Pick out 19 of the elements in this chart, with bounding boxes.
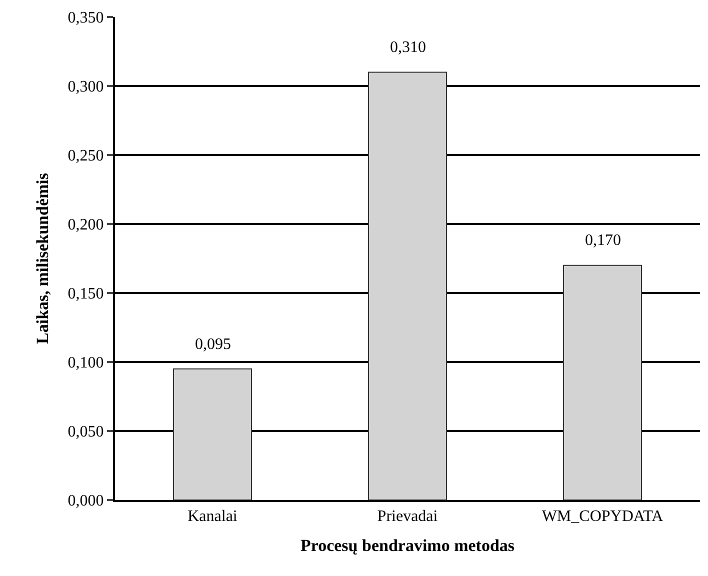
x-tick-label: Prievadai xyxy=(377,508,438,526)
y-tick-label: 0,100 xyxy=(68,354,104,372)
y-tick-label: 0,150 xyxy=(68,286,104,303)
bar xyxy=(368,72,447,500)
y-tick-label: 0,300 xyxy=(68,78,104,96)
data-label: 0,170 xyxy=(585,232,621,249)
y-tick-label: 0,350 xyxy=(68,10,104,27)
bar xyxy=(173,368,252,500)
y-tick-label: 0,000 xyxy=(68,492,104,510)
y-tick-label: 0,050 xyxy=(68,424,104,441)
y-axis-title: Laikas, milisekundėmis xyxy=(32,172,52,344)
y-tick-label: 0,250 xyxy=(68,148,104,165)
x-tick-label: Kanalai xyxy=(188,508,238,526)
y-tick-label: 0,200 xyxy=(68,216,104,234)
data-label: 0,310 xyxy=(390,39,426,56)
bar xyxy=(563,264,642,500)
x-axis-title: Procesų bendravimo metodas xyxy=(300,536,515,556)
data-label: 0,095 xyxy=(195,336,231,353)
x-tick-label: WM_COPYDATA xyxy=(542,508,664,526)
